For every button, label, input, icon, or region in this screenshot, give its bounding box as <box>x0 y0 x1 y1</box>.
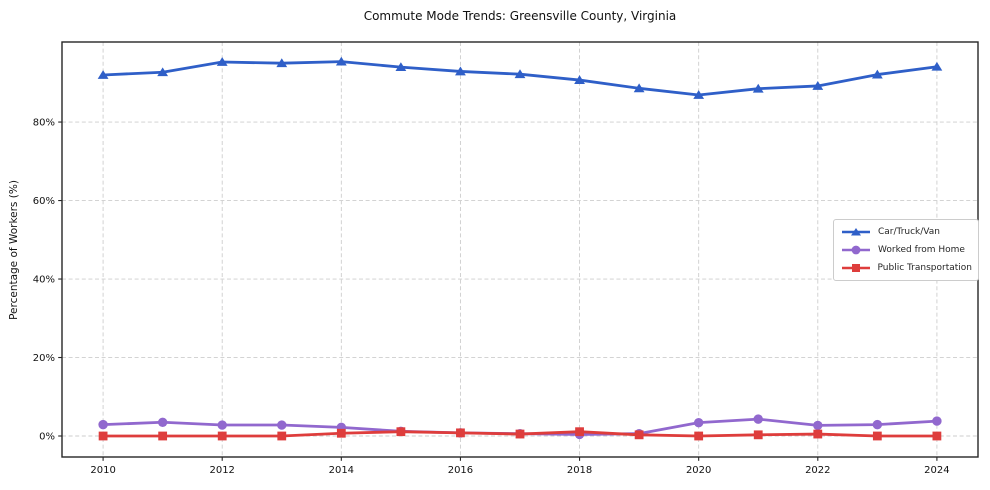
triangle-marker <box>871 69 883 79</box>
y-tick-label: 60% <box>33 196 55 207</box>
y-tick-label: 20% <box>33 353 55 364</box>
square-marker <box>634 430 644 440</box>
square-marker <box>515 429 525 439</box>
circle-marker <box>872 419 883 430</box>
triangle-marker <box>633 83 645 93</box>
triangle-marker <box>514 69 526 79</box>
circle-marker <box>277 420 287 430</box>
legend-label: Car/Truck/Van <box>878 227 940 237</box>
square-marker <box>932 431 942 441</box>
square-marker <box>753 430 763 440</box>
x-tick-label: 2010 <box>90 465 115 476</box>
square-marker <box>217 431 227 441</box>
y-axis: 0% 20% 40% 60% 80% <box>33 118 62 443</box>
series-public-transportation <box>98 427 942 441</box>
legend-item-public-transportation: Public Transportation <box>841 261 972 275</box>
x-tick-label: 2016 <box>448 465 473 476</box>
y-tick-label: 80% <box>33 118 55 129</box>
square-marker <box>158 431 168 441</box>
chart-title: Commute Mode Trends: Greensville County,… <box>363 9 677 23</box>
square-marker <box>336 428 346 438</box>
square-marker <box>98 431 108 441</box>
square-marker <box>694 431 704 441</box>
legend-item-car-truck-van: Car/Truck/Van <box>841 225 972 239</box>
triangle-marker <box>931 61 943 71</box>
square-legend-swatch-icon <box>842 264 870 272</box>
x-tick-label: 2024 <box>924 465 949 476</box>
square-marker <box>575 427 584 437</box>
circle-marker <box>98 419 108 430</box>
square-marker <box>813 429 823 439</box>
triangle-legend-swatch-icon <box>842 228 870 236</box>
circle-marker <box>813 420 823 431</box>
chart-legend: Car/Truck/Van Worked from Home Public Tran… <box>833 219 979 281</box>
x-tick-label: 2022 <box>805 465 830 476</box>
triangle-marker <box>335 56 347 66</box>
triangle-marker <box>693 90 705 99</box>
circle-marker <box>217 420 227 430</box>
series-car-truck-van <box>97 56 943 99</box>
x-tick-label: 2014 <box>329 465 354 476</box>
circle-marker <box>157 417 168 427</box>
triangle-marker <box>455 66 466 76</box>
x-tick-label: 2020 <box>686 465 711 476</box>
circle-marker <box>932 416 942 426</box>
legend-label: Public Transportation <box>877 263 972 273</box>
x-tick-label: 2018 <box>567 465 592 476</box>
legend-label: Worked from Home <box>878 245 965 255</box>
triangle-marker <box>157 67 169 77</box>
y-tick-label: 40% <box>33 275 55 286</box>
square-marker <box>872 431 882 441</box>
triangle-marker <box>574 75 585 84</box>
square-marker <box>277 431 287 441</box>
triangle-marker <box>752 83 764 93</box>
square-marker <box>396 427 406 437</box>
triangle-marker <box>276 58 288 68</box>
triangle-marker <box>216 57 228 66</box>
circle-marker <box>693 417 704 428</box>
triangle-marker <box>97 70 109 79</box>
circle-legend-swatch-icon <box>842 245 870 255</box>
circle-marker <box>753 414 763 424</box>
y-tick-label: 0% <box>39 432 55 443</box>
triangle-marker <box>395 62 407 72</box>
series-line <box>103 60 938 97</box>
square-marker <box>456 428 465 438</box>
x-tick-label: 2012 <box>209 465 234 476</box>
x-axis: 2010 2012 2014 2016 2018 2020 2022 2024 <box>90 457 950 476</box>
legend-item-worked-from-home: Worked from Home <box>841 243 972 257</box>
triangle-marker <box>812 81 824 90</box>
